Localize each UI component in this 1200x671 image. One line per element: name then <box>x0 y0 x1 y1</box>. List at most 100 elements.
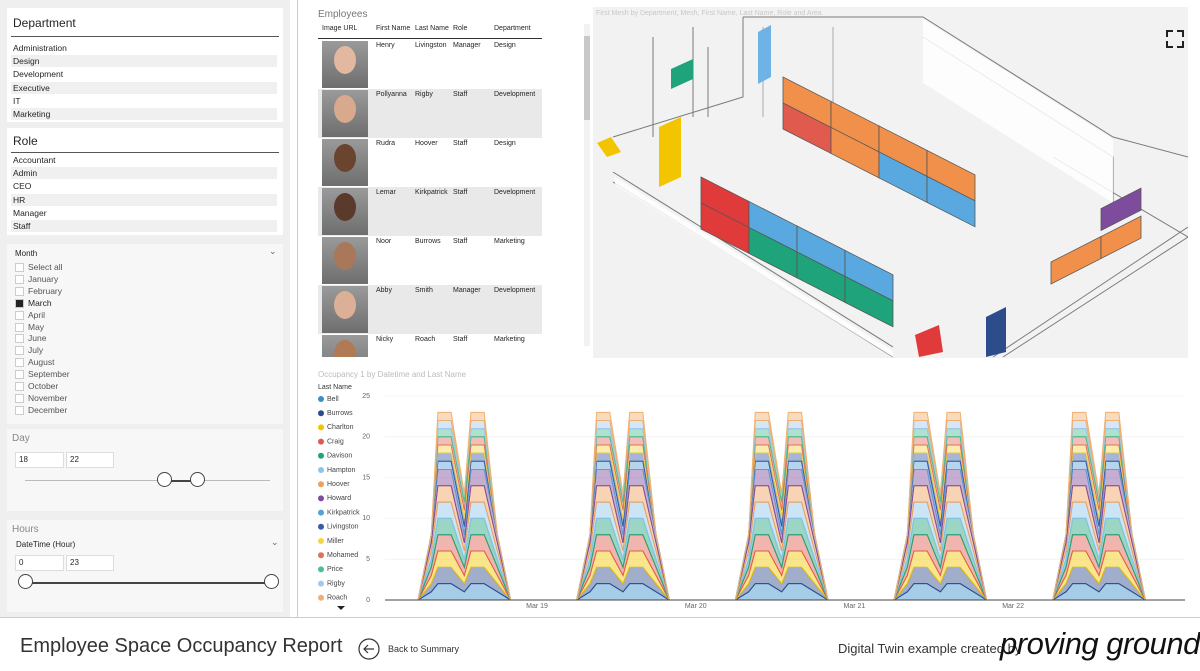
column-header[interactable]: Role <box>453 25 468 32</box>
legend-label: Craig <box>327 438 344 445</box>
range-from[interactable]: 0 <box>15 555 64 571</box>
table-cell: Staff <box>453 336 468 343</box>
table-title: Employees <box>318 9 368 20</box>
column-header[interactable]: Image URL <box>322 25 358 32</box>
slicer-item[interactable]: CEO <box>11 180 277 193</box>
brand-logo: proving ground <box>1000 626 1200 661</box>
table-cell: Kirkpatrick <box>415 189 448 196</box>
range-to[interactable]: 22 <box>66 452 114 468</box>
slider-handle[interactable] <box>190 472 205 487</box>
legend-marker <box>318 467 324 473</box>
slider-handle[interactable] <box>157 472 172 487</box>
checkbox[interactable] <box>15 310 24 320</box>
legend-marker <box>318 509 324 516</box>
scrollbar[interactable] <box>584 24 590 346</box>
slicer-item[interactable]: Admin <box>11 167 277 180</box>
month-item[interactable]: July <box>28 345 44 356</box>
slicer-item[interactable]: Design <box>11 55 277 68</box>
x-tick-label: Mar 21 <box>844 603 866 610</box>
slicer-item[interactable]: Administration <box>11 42 277 54</box>
checkbox[interactable] <box>15 263 24 272</box>
table-cell: Nicky <box>376 336 394 343</box>
slicer-item[interactable]: Manager <box>11 206 277 219</box>
slicer-item[interactable]: IT <box>11 94 277 107</box>
range-from[interactable]: 18 <box>15 452 64 468</box>
back-button[interactable]: Back to Summary <box>388 644 460 654</box>
slider-handle[interactable] <box>18 574 33 589</box>
checkbox[interactable] <box>15 322 24 332</box>
column-header[interactable]: Department <box>494 25 531 32</box>
scroll-thumb[interactable] <box>584 36 590 120</box>
focus-mode-icon[interactable] <box>1166 30 1184 48</box>
column-header[interactable]: Last Name <box>415 25 449 32</box>
y-tick-label: 10 <box>362 515 370 522</box>
slicer-item[interactable]: Accountant <box>11 154 277 166</box>
legend-label: Davison <box>327 453 352 460</box>
slider-track <box>25 480 270 481</box>
checkbox[interactable] <box>15 405 24 415</box>
month-item[interactable]: April <box>28 309 46 320</box>
month-item[interactable]: September <box>28 369 70 380</box>
y-tick-label: 5 <box>366 556 370 563</box>
desk-cluster-a <box>782 76 976 228</box>
slicer-item[interactable]: Development <box>11 68 277 81</box>
table-cell: Staff <box>453 238 468 245</box>
report-title: Employee Space Occupancy Report <box>20 635 343 657</box>
table-cell: Development <box>494 91 536 98</box>
occupancy-chart: Occupancy 1 by Datetime and Last Name La… <box>318 370 1185 610</box>
legend-marker <box>318 452 324 459</box>
column-header[interactable]: First Name <box>376 25 411 32</box>
month-item[interactable]: November <box>28 392 68 403</box>
range-to[interactable]: 23 <box>66 555 114 571</box>
month-item[interactable]: October <box>28 381 59 391</box>
legend-label: Kirkpatrick <box>327 509 360 516</box>
checkbox[interactable] <box>15 334 24 344</box>
slicer-item[interactable]: HR <box>11 193 277 206</box>
checkbox[interactable] <box>15 298 24 308</box>
y-tick-label: 0 <box>366 597 370 604</box>
back-icon[interactable] <box>357 637 381 661</box>
month-item[interactable]: January <box>28 273 59 284</box>
dropdown-chevron[interactable]: ⌄ <box>271 537 279 547</box>
desk <box>915 325 943 357</box>
checkbox[interactable] <box>15 286 24 296</box>
month-item[interactable]: March <box>28 297 52 308</box>
legend-marker <box>318 580 324 587</box>
desk-cluster-c <box>1050 187 1142 285</box>
legend-more[interactable] <box>337 606 345 610</box>
table-cell: Staff <box>453 189 468 196</box>
table-cell: Development <box>494 287 536 294</box>
checkbox[interactable] <box>15 393 24 403</box>
desk-cluster-b <box>700 176 894 328</box>
checkbox[interactable] <box>15 370 24 380</box>
photo-face <box>334 340 356 357</box>
x-tick-label: Mar 19 <box>526 603 548 610</box>
slicer-item[interactable]: Staff <box>11 220 277 232</box>
checkbox[interactable] <box>15 346 24 356</box>
photo-face <box>334 46 356 74</box>
month-item[interactable]: December <box>28 404 68 415</box>
legend-label: Bell <box>327 396 339 403</box>
photo-face <box>334 242 356 270</box>
slider-handle[interactable] <box>264 574 279 589</box>
month-item[interactable]: May <box>28 321 45 332</box>
month-item[interactable]: Select all <box>28 262 63 272</box>
legend-label: Rigby <box>327 580 345 587</box>
hours-slicer: Hours DateTime (Hour) ⌄ 0 23 <box>7 520 283 612</box>
month-item[interactable]: June <box>28 333 47 344</box>
mesh-title: First Mesh by Department, Mesh, First Na… <box>596 10 822 17</box>
month-item[interactable]: August <box>28 357 55 368</box>
checkbox[interactable] <box>15 274 24 284</box>
checkbox[interactable] <box>15 382 24 391</box>
legend-marker <box>318 538 324 544</box>
credit-text: Digital Twin example created by <box>838 641 1022 656</box>
slicer-item[interactable]: Marketing <box>11 108 277 120</box>
checkbox[interactable] <box>15 358 24 368</box>
table-cell: Lemar <box>376 189 396 196</box>
legend-label: Howard <box>327 495 351 502</box>
dropdown-chevron[interactable]: ⌄ <box>269 246 277 256</box>
slicer-item[interactable]: Executive <box>11 81 277 94</box>
table-cell: Marketing <box>494 336 525 343</box>
slicer-title: Day <box>12 433 30 444</box>
month-item[interactable]: February <box>28 285 63 296</box>
